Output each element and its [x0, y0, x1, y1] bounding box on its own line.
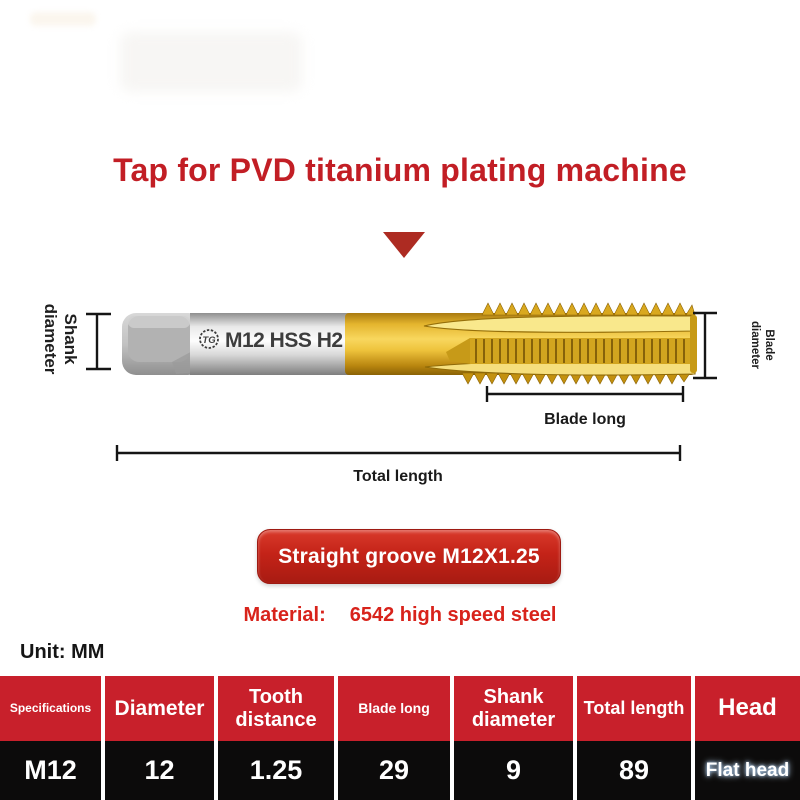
- spec-table-header-diameter: Diameter: [105, 676, 214, 741]
- tap-markings: TG M12 HSS H2: [199, 329, 343, 352]
- dimension-lines: [86, 311, 717, 461]
- blade-diameter-label-line1: Blade: [763, 329, 775, 361]
- shank-diameter-label-line2: diameter: [40, 303, 60, 375]
- spec-value-blade-long: 29: [338, 741, 450, 800]
- watermark-smudge: [120, 32, 302, 92]
- spec-value-head: Flat head: [695, 741, 800, 800]
- shank-diameter-label: Shank diameter: [34, 284, 80, 394]
- spec-value-shank-diameter: 9: [454, 741, 573, 800]
- total-length-label: Total length: [353, 468, 442, 485]
- spec-table-header-shank-diameter: Shank diameter: [454, 676, 573, 741]
- blade-long-label: Blade long: [544, 411, 626, 428]
- tap-shank: [122, 313, 350, 375]
- spec-value-tooth-distance: 1.25: [218, 741, 334, 800]
- unit-note: Unit: MM: [20, 641, 105, 663]
- watermark-smudge: [30, 12, 96, 26]
- spec-value-specifications: M12: [0, 741, 101, 800]
- spec-table-header-total-length: Total length: [577, 676, 691, 741]
- spec-table: Specifications Diameter Tooth distance B…: [0, 676, 800, 800]
- spec-table-header-tooth-distance: Tooth distance: [218, 676, 334, 741]
- down-triangle-icon: [383, 232, 425, 258]
- spec-table-header-head: Head: [695, 676, 800, 741]
- tap-blade: [345, 302, 697, 385]
- tap-spec-marking: M12 HSS H2: [225, 329, 343, 352]
- spec-value-total-length: 89: [577, 741, 691, 800]
- spec-value-diameter: 12: [105, 741, 214, 800]
- blade-diameter-label: Blade diameter: [747, 313, 775, 377]
- spec-button[interactable]: Straight groove M12X1.25: [257, 529, 561, 584]
- blade-diameter-label-line2: diameter: [749, 321, 762, 369]
- tg-logo-text: TG: [202, 335, 216, 346]
- page-title: Tap for PVD titanium plating machine: [113, 152, 687, 188]
- material-line: Material: 6542 high speed steel: [0, 604, 800, 627]
- spec-table-header-specifications: Specifications: [0, 676, 101, 741]
- material-label: Material:: [243, 604, 326, 626]
- tg-logo-gear-icon: TG: [199, 329, 219, 349]
- spec-table-header-blade-long: Blade long: [338, 676, 450, 741]
- tap-figure: TG M12 HSS H2 Blade long Total length: [86, 302, 717, 485]
- material-value: 6542 high speed steel: [349, 604, 557, 626]
- shank-diameter-label-line1: Shank: [61, 313, 80, 365]
